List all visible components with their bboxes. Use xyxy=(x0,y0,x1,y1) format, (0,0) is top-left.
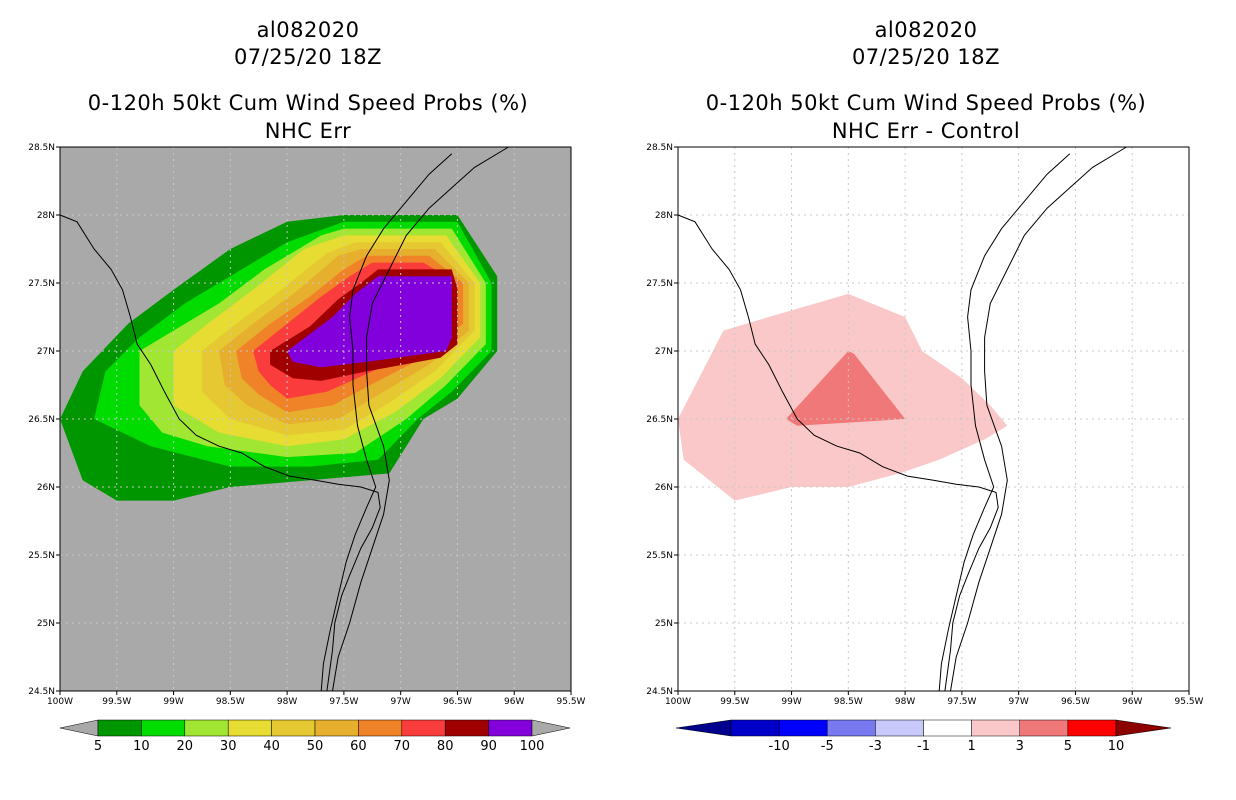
x-tick-label: 98.5W xyxy=(216,697,245,707)
x-tick-label: 99.5W xyxy=(720,697,749,707)
y-tick-label: 24.5N xyxy=(646,687,673,697)
y-tick-label: 28N xyxy=(655,211,673,221)
y-tick-label: 25N xyxy=(655,619,673,629)
colorbar-swatch-2 xyxy=(184,719,229,737)
colorbar-end-high xyxy=(531,719,571,737)
colorbar-swatch-1 xyxy=(141,719,186,737)
left-title-product: 0-120h 50kt Cum Wind Speed Probs (%) xyxy=(87,91,529,115)
right-title-date: 07/25/20 18Z xyxy=(851,45,1001,69)
left-title-storm: al082020 xyxy=(256,18,360,42)
colorbar-swatch-3 xyxy=(875,719,924,737)
colorbar-label: 80 xyxy=(437,739,454,754)
x-tick-label: 96.5W xyxy=(1061,697,1090,707)
x-tick-label: 99W xyxy=(163,697,183,707)
x-tick-label: 98W xyxy=(277,697,297,707)
x-tick-label: 96.5W xyxy=(443,697,472,707)
colorbar-label: 10 xyxy=(1108,739,1125,754)
colorbar-label: 10 xyxy=(133,739,150,754)
x-tick-label: 98W xyxy=(895,697,915,707)
y-tick-label: 26.5N xyxy=(28,415,55,425)
colorbar-end-low xyxy=(59,719,99,737)
colorbar-label: 3 xyxy=(1016,739,1024,754)
coastline-2 xyxy=(320,153,453,692)
y-tick-label: 27N xyxy=(655,347,673,357)
contour-fill-1 xyxy=(785,351,906,426)
coastline-1 xyxy=(332,146,509,692)
colorbar-label: 1 xyxy=(967,739,975,754)
colorbar-swatch-6 xyxy=(358,719,403,737)
colorbar-label: -10 xyxy=(769,739,790,754)
colorbar-label: -5 xyxy=(821,739,834,754)
colorbar-swatch-6 xyxy=(1019,719,1069,737)
colorbar-swatch-0 xyxy=(730,719,780,737)
coastline-0 xyxy=(59,214,381,692)
y-tick-label: 25.5N xyxy=(646,551,673,561)
colorbar-label: 30 xyxy=(220,739,237,754)
right-title-subtitle: NHC Err - Control xyxy=(831,119,1021,143)
left-title-subtitle: NHC Err xyxy=(264,119,352,143)
colorbar-swatch-4 xyxy=(271,719,316,737)
y-tick-label: 28.5N xyxy=(646,143,673,153)
y-tick-label: 27.5N xyxy=(28,279,55,289)
colorbar-label: 40 xyxy=(263,739,280,754)
y-tick-label: 26N xyxy=(655,483,673,493)
right-title-product: 0-120h 50kt Cum Wind Speed Probs (%) xyxy=(705,91,1147,115)
coastline-0 xyxy=(677,214,999,692)
x-tick-label: 99.5W xyxy=(102,697,131,707)
y-tick-label: 26N xyxy=(37,483,55,493)
colorbar-swatch-7 xyxy=(1067,719,1117,737)
colorbar-swatch-1 xyxy=(778,719,828,737)
x-tick-label: 96W xyxy=(1122,697,1142,707)
y-tick-label: 25N xyxy=(37,619,55,629)
colorbar-swatch-2 xyxy=(827,719,876,737)
colorbar-swatch-0 xyxy=(97,719,142,737)
colorbar-label: 70 xyxy=(394,739,411,754)
colorbar-swatch-3 xyxy=(227,719,272,737)
colorbar-swatch-9 xyxy=(488,719,533,737)
x-tick-label: 100W xyxy=(665,697,691,707)
colorbar-label: -3 xyxy=(869,739,882,754)
x-tick-label: 97.5W xyxy=(947,697,976,707)
x-tick-label: 97W xyxy=(1008,697,1028,707)
colorbar-label: 100 xyxy=(520,739,545,754)
colorbar-label: 90 xyxy=(480,739,497,754)
coastline-1 xyxy=(950,146,1127,692)
y-tick-label: 27N xyxy=(37,347,55,357)
left-map-panel: 100W 99.5W 99W 98.5W 98W 97.5W 97W 96.5W 96W 95.5… xyxy=(28,143,585,754)
right-map-panel: 100W 99.5W 99W 98.5W 98W 97.5W 97W 96.5W 96W 95.5… xyxy=(646,143,1203,754)
x-tick-label: 97W xyxy=(390,697,410,707)
colorbar-label: 20 xyxy=(177,739,194,754)
y-tick-label: 27.5N xyxy=(646,279,673,289)
colorbar-swatch-4 xyxy=(923,719,972,737)
colorbar-label: 50 xyxy=(307,739,324,754)
colorbar-label: 5 xyxy=(1064,739,1072,754)
y-tick-label: 26.5N xyxy=(646,415,673,425)
coastline-2 xyxy=(938,153,1071,692)
colorbar-swatch-7 xyxy=(401,719,446,737)
colorbar: 5 10 20 30 40 50 60 70 80 90 100 xyxy=(59,719,571,754)
x-tick-label: 99W xyxy=(781,697,801,707)
colorbar-label: -1 xyxy=(917,739,930,754)
colorbar-swatch-5 xyxy=(314,719,359,737)
x-tick-label: 95.5W xyxy=(557,697,586,707)
colorbar: -10 -5 -3 -1 1 3 5 10 xyxy=(675,719,1172,754)
colorbar-label: 60 xyxy=(350,739,367,754)
x-tick-label: 98.5W xyxy=(834,697,863,707)
colorbar-swatch-5 xyxy=(971,719,1020,737)
x-tick-label: 96W xyxy=(504,697,524,707)
colorbar-end-low xyxy=(675,719,732,737)
x-tick-label: 97.5W xyxy=(329,697,358,707)
y-tick-label: 25.5N xyxy=(28,551,55,561)
colorbar-end-high xyxy=(1115,719,1172,737)
colorbar-swatch-8 xyxy=(444,719,489,737)
left-title-date: 07/25/20 18Z xyxy=(233,45,383,69)
x-tick-label: 100W xyxy=(47,697,73,707)
y-tick-label: 28N xyxy=(37,211,55,221)
colorbar-label: 5 xyxy=(94,739,102,754)
y-tick-label: 24.5N xyxy=(28,687,55,697)
y-tick-label: 28.5N xyxy=(28,143,55,153)
right-title-storm: al082020 xyxy=(874,18,978,42)
x-tick-label: 95.5W xyxy=(1175,697,1204,707)
